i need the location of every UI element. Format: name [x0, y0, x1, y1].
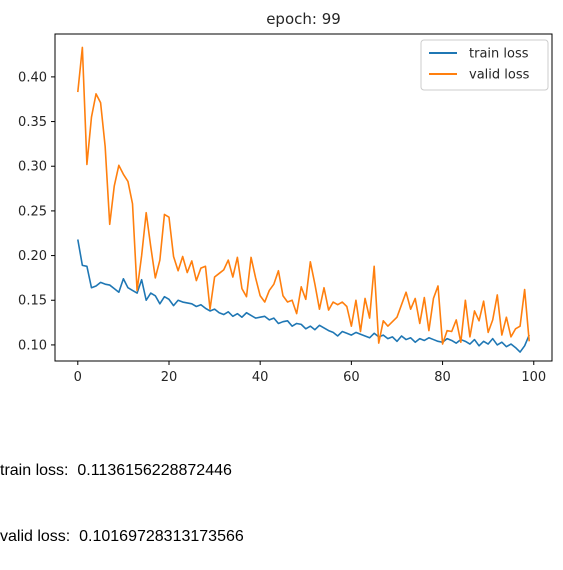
series-layer [77, 46, 530, 353]
series-line-1 [77, 46, 530, 345]
y-tick-label-4: 0.30 [18, 160, 47, 175]
y-tick-label-5: 0.35 [18, 115, 47, 130]
axes-frame [54, 33, 553, 362]
train-loss-value: 0.1136156228872446 [77, 462, 232, 479]
legend-label-1: valid loss [469, 68, 530, 83]
y-tick-label-0: 0.10 [18, 338, 47, 353]
x-axis: 0 20 40 60 80 100 [74, 361, 546, 385]
legend-label-0: train loss [469, 47, 529, 62]
x-tick-label-3: 60 [343, 370, 360, 385]
train-loss-prefix: train loss: [0, 462, 78, 479]
y-tick-label-6: 0.40 [18, 70, 47, 85]
training-output: train loss: 0.1136156228872446 valid los… [0, 416, 244, 570]
y-axis: 0.10 0.15 0.20 0.25 0.30 0.35 0.40 [18, 70, 55, 353]
x-tick-label-4: 80 [434, 370, 451, 385]
valid-loss-value: 0.10169728313173566 [79, 528, 244, 545]
legend: train loss valid loss [420, 39, 549, 91]
y-tick-label-1: 0.15 [18, 294, 47, 309]
x-tick-label-0: 0 [74, 370, 82, 385]
x-tick-label-1: 20 [161, 370, 178, 385]
y-tick-label-2: 0.20 [18, 249, 47, 264]
train-loss-line: train loss: 0.1136156228872446 [0, 460, 244, 482]
y-tick-label-3: 0.25 [18, 204, 47, 219]
valid-loss-prefix: valid loss: [0, 528, 80, 545]
chart-title: epoch: 99 [266, 10, 341, 28]
loss-chart: epoch: 99 0 20 40 60 80 100 0.100.150.200.250… [18, 10, 553, 385]
series-line-0 [77, 239, 530, 353]
x-tick-label-2: 40 [252, 370, 269, 385]
x-tick-label-5: 100 [521, 370, 546, 385]
valid-loss-line: valid loss: 0.10169728313173566 [0, 526, 244, 548]
